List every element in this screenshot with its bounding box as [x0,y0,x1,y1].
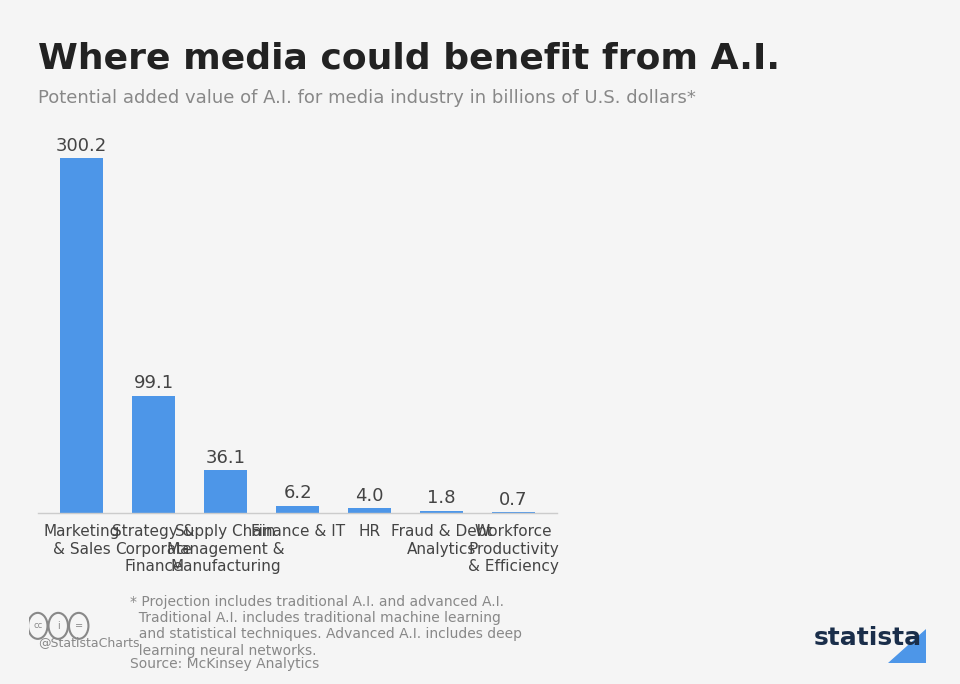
Text: =: = [75,621,83,631]
Text: statista: statista [813,626,922,650]
Text: 36.1: 36.1 [205,449,246,466]
Polygon shape [888,629,926,663]
Text: @StatistaCharts: @StatistaCharts [38,636,140,649]
Bar [204,471,248,513]
Text: * Projection includes traditional A.I. and advanced A.I.
  Traditional A.I. incl: * Projection includes traditional A.I. a… [130,595,521,658]
Text: Where media could benefit from A.I.: Where media could benefit from A.I. [38,41,780,75]
Text: 0.7: 0.7 [499,490,528,509]
Text: i: i [57,621,60,631]
Text: 99.1: 99.1 [133,374,174,393]
Text: 4.0: 4.0 [355,487,384,505]
Text: 6.2: 6.2 [283,484,312,502]
Text: 1.8: 1.8 [427,489,456,508]
Text: Potential added value of A.I. for media industry in billions of U.S. dollars*: Potential added value of A.I. for media … [38,89,696,107]
Text: 300.2: 300.2 [56,137,108,155]
Text: cc: cc [34,621,42,631]
Bar [276,505,319,513]
Text: Source: McKinsey Analytics: Source: McKinsey Analytics [130,657,319,670]
Bar [420,511,463,513]
Bar [132,396,175,513]
Bar [348,508,392,513]
Bar [492,512,535,513]
Bar [60,158,103,513]
